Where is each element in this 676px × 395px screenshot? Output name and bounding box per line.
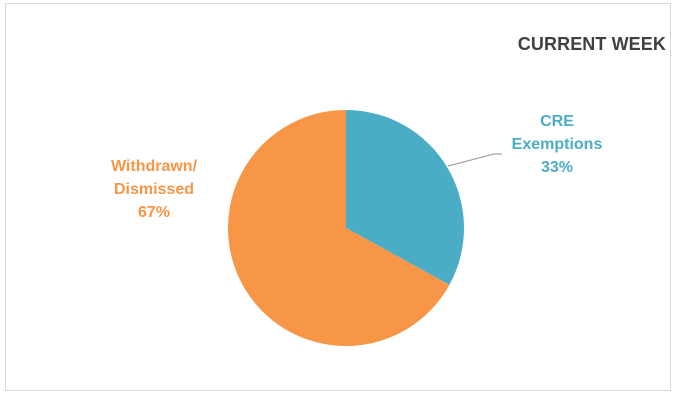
chart-area: CURRENT WEEK CRE Exemptions 33% Withdraw… xyxy=(5,3,671,391)
slice-label-line: Dismissed xyxy=(113,181,195,198)
slice-label-withdrawn-dismissed: Withdrawn/ Dismissed 67% xyxy=(89,155,219,224)
pie-slice-withdrawn-dismissed xyxy=(227,109,450,346)
slice-label-line: Withdrawn/ xyxy=(110,158,198,175)
slice-percent: 67% xyxy=(137,204,171,221)
pie-slice-cre-exemptions xyxy=(346,110,464,285)
leader-line-cre xyxy=(447,153,502,167)
pie-chart xyxy=(227,109,502,346)
chart-title: CURRENT WEEK xyxy=(517,34,666,54)
slice-label-cre-exemptions: CRE Exemptions 33% xyxy=(492,110,622,179)
slice-label-line: Exemptions xyxy=(511,136,603,153)
slice-label-line: CRE xyxy=(540,113,574,130)
slice-percent: 33% xyxy=(540,159,574,176)
